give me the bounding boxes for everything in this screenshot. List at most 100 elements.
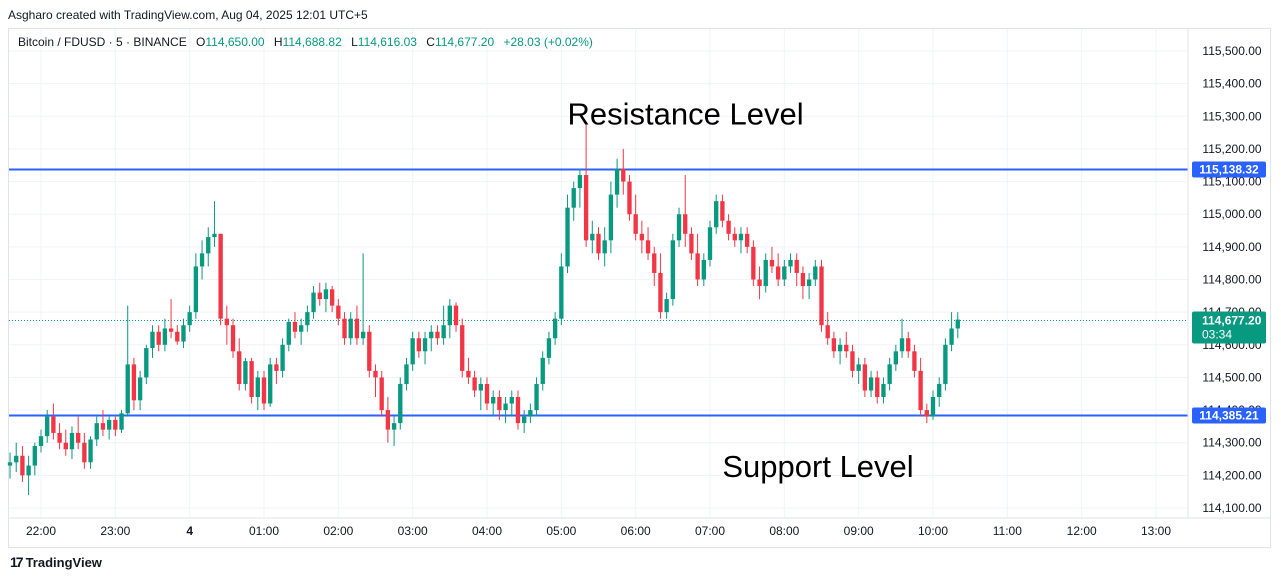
candle	[553, 312, 557, 345]
candle-body	[497, 397, 501, 410]
candle-body	[956, 320, 960, 329]
candle	[126, 306, 130, 417]
candle	[658, 253, 662, 318]
legend-change-value: +28.03 (+0.02%)	[503, 35, 592, 49]
symbol-name: Bitcoin / FDUSD · 5 · BINANCE	[18, 35, 187, 49]
candle	[187, 306, 191, 332]
candle	[113, 417, 117, 437]
candle	[231, 319, 235, 358]
candle-body	[249, 361, 253, 397]
candle	[627, 175, 631, 221]
candle-body	[838, 345, 842, 352]
candle	[119, 410, 123, 433]
tradingview-logo[interactable]: 17 TradingView	[10, 554, 102, 570]
candle	[534, 377, 538, 416]
time-tick-label: 23:00	[100, 524, 130, 538]
price-tick-label: 115,000.00	[1202, 207, 1261, 221]
candle-body	[764, 260, 768, 286]
candle-body	[485, 384, 489, 404]
candle-body	[429, 332, 433, 339]
candle-body	[578, 175, 582, 188]
candle	[826, 312, 830, 345]
tradingview-logo-icon: 17	[10, 554, 22, 570]
candle-body	[751, 247, 755, 280]
candle	[305, 306, 309, 332]
price-tick-label: 114,900.00	[1202, 240, 1261, 254]
candle	[479, 377, 483, 410]
candle	[838, 338, 842, 364]
candle	[262, 371, 266, 410]
candle-body	[906, 338, 910, 351]
candle-body	[268, 364, 272, 403]
candle-body	[894, 351, 898, 364]
candle	[832, 332, 836, 358]
candle	[200, 240, 204, 279]
candle	[373, 364, 377, 397]
candle	[194, 253, 198, 318]
candle-body	[757, 280, 761, 287]
candle-body	[441, 325, 445, 338]
candle	[541, 351, 545, 390]
candle-body	[355, 319, 359, 339]
candle-body	[218, 234, 222, 319]
candle-body	[819, 266, 823, 325]
candle	[268, 358, 272, 407]
candle	[144, 345, 148, 384]
candle	[633, 195, 637, 241]
candle-body	[925, 410, 929, 417]
candle	[82, 433, 86, 469]
candle-body	[943, 345, 947, 384]
candle	[912, 345, 916, 378]
candle	[795, 253, 799, 286]
candle-body	[695, 253, 699, 279]
candle	[8, 453, 12, 479]
candle-body	[386, 410, 390, 430]
candle	[237, 338, 241, 390]
candle-body	[658, 273, 662, 312]
price-tick-label: 114,500.00	[1202, 370, 1261, 384]
resistance-level-annotation: Resistance Level	[568, 96, 804, 131]
candle	[516, 390, 520, 429]
candle	[757, 266, 761, 299]
candle-body	[565, 208, 569, 267]
time-tick-label: 06:00	[621, 524, 651, 538]
candle-body	[243, 361, 247, 384]
candle-body	[299, 325, 303, 332]
candle-body	[832, 338, 836, 351]
candle	[107, 417, 111, 440]
candle-body	[119, 413, 123, 429]
candle-body	[881, 384, 885, 397]
candle-body	[603, 240, 607, 253]
price-levels	[9, 170, 1188, 416]
candle-body	[380, 377, 384, 410]
candle-body	[627, 182, 631, 215]
candle-body	[181, 325, 185, 341]
candle-body	[826, 325, 830, 338]
candle-body	[702, 260, 706, 280]
candle	[249, 358, 253, 404]
candle	[590, 221, 594, 254]
candle	[510, 390, 514, 416]
candle	[287, 319, 291, 352]
candle-body	[869, 377, 873, 390]
candle-body	[640, 234, 644, 241]
symbol-legend[interactable]: Bitcoin / FDUSD · 5 · BINANCE O114,650.0…	[18, 35, 593, 49]
candle-body	[677, 214, 681, 240]
candle	[801, 266, 805, 299]
candle	[51, 404, 55, 440]
price-tick-label: 115,500.00	[1202, 44, 1261, 58]
candle-body	[572, 188, 576, 208]
candle-body	[225, 319, 229, 326]
candle	[664, 293, 668, 319]
price-tick-label: 115,200.00	[1202, 142, 1261, 156]
candle	[293, 312, 297, 338]
candle-body	[454, 306, 458, 326]
price-tick-label: 114,100.00	[1202, 501, 1261, 515]
candle	[671, 234, 675, 306]
candle	[218, 234, 222, 325]
candle-body	[491, 397, 495, 404]
candle-body	[664, 299, 668, 312]
candle-body	[194, 266, 198, 312]
candle-body	[547, 338, 551, 358]
